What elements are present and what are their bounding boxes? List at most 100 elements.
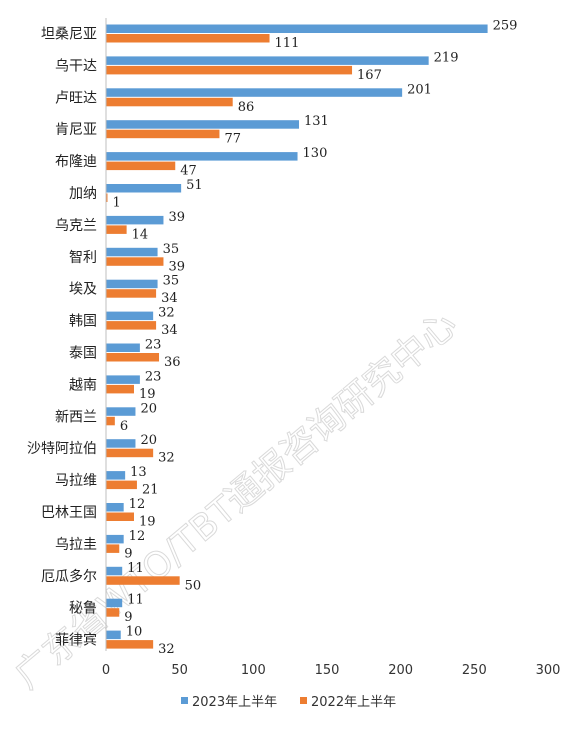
data-label-2023: 11 (127, 593, 144, 608)
bar-2023 (106, 375, 140, 384)
category-label: 秘鲁 (69, 601, 97, 617)
bar-2023 (106, 215, 164, 225)
data-label-2022: 39 (168, 259, 185, 274)
category-label: 菲律宾 (55, 633, 97, 649)
data-label-2023: 35 (163, 274, 180, 289)
data-label-2023: 12 (129, 529, 146, 544)
data-label-2023: 20 (140, 433, 157, 448)
bar-2023 (106, 88, 403, 97)
data-label-2023: 219 (434, 50, 459, 65)
bar-2023 (106, 566, 123, 576)
data-label-2023: 32 (158, 306, 175, 321)
data-label-2022: 1 (112, 196, 120, 211)
data-label-2023: 39 (168, 210, 185, 225)
bar-2023 (106, 439, 136, 448)
data-label-2022: 19 (139, 387, 156, 402)
bar-2023 (106, 471, 126, 480)
data-label-2022: 34 (161, 323, 178, 338)
data-label-2023: 12 (129, 497, 146, 512)
bar-2023 (106, 120, 300, 129)
category-label: 布隆迪 (55, 154, 97, 170)
data-label-2022: 86 (238, 100, 255, 115)
bar-2022 (106, 448, 154, 458)
bar-2022 (106, 161, 176, 171)
x-tick-label: 200 (388, 663, 413, 678)
bar-2023 (106, 598, 123, 608)
bar-2023 (106, 503, 124, 512)
data-label-2022: 47 (180, 164, 197, 179)
data-label-2023: 35 (163, 242, 180, 257)
data-label-2022: 32 (158, 642, 175, 657)
data-label-2022: 167 (357, 68, 382, 83)
category-label: 坦桑尼亚 (41, 27, 97, 43)
bar-2022 (106, 289, 157, 298)
bar-2023 (106, 311, 154, 321)
category-label: 乌干达 (55, 58, 97, 74)
category-label: 加纳 (69, 186, 97, 202)
data-label-2022: 14 (132, 227, 149, 242)
bar-2022 (106, 576, 180, 585)
category-label: 厄瓜多尔 (41, 568, 97, 585)
bar-2022 (106, 416, 115, 426)
data-label-2023: 11 (127, 561, 144, 576)
x-tick-label: 250 (462, 663, 487, 678)
bar-2023 (106, 279, 158, 289)
category-label: 泰国 (69, 346, 97, 362)
data-label-2022: 34 (161, 291, 178, 306)
x-tick-label: 50 (171, 663, 188, 678)
data-label-2023: 259 (493, 19, 518, 34)
x-tick-label: 150 (315, 663, 340, 678)
x-tick-label: 100 (241, 663, 266, 678)
bar-2023 (106, 184, 182, 193)
data-label-2022: 77 (224, 132, 241, 147)
category-label: 卢旺达 (55, 90, 97, 106)
category-label: 智利 (69, 250, 97, 266)
category-label: 肯尼亚 (55, 122, 97, 138)
bar-2022 (106, 65, 353, 75)
bar-2022 (106, 512, 134, 521)
data-label-2023: 13 (130, 465, 147, 480)
category-label: 新西兰 (55, 409, 97, 425)
bar-2023 (106, 343, 140, 352)
bar-2022 (106, 544, 120, 553)
data-label-2022: 32 (158, 451, 175, 466)
legend-label-2022: 2022年上半年 (311, 695, 396, 710)
data-label-2023: 131 (304, 114, 329, 129)
data-label-2023: 201 (407, 82, 432, 97)
data-label-2022: 19 (139, 515, 156, 530)
data-label-2023: 23 (145, 338, 162, 353)
bar-2022 (106, 384, 134, 394)
data-label-2023: 130 (303, 146, 328, 161)
data-label-2023: 10 (126, 625, 143, 640)
x-tick-label: 0 (102, 663, 110, 678)
bar-2022 (106, 257, 164, 266)
legend-label-2023: 2023年上半年 (192, 695, 277, 710)
data-label-2022: 36 (164, 355, 181, 370)
bar-2022 (106, 321, 157, 330)
bar-2022 (106, 353, 160, 362)
x-tick-label: 300 (536, 663, 561, 678)
category-label: 沙特阿拉伯 (27, 441, 97, 457)
bar-2023 (106, 534, 124, 544)
data-label-2023: 23 (145, 369, 162, 384)
bar-2023 (106, 630, 121, 640)
category-label: 巴林王国 (41, 505, 97, 521)
data-label-2023: 20 (140, 401, 157, 416)
bar-2023 (106, 407, 136, 416)
bars-layer (106, 24, 488, 649)
x-axis: 0 50 100 150 200 250 300 (102, 18, 561, 678)
category-label: 马拉维 (55, 473, 97, 489)
category-label: 乌克兰 (55, 218, 97, 234)
bar-2023 (106, 56, 429, 65)
category-label: 埃及 (69, 282, 97, 298)
bar-2023 (106, 24, 488, 33)
category-label: 韩国 (69, 314, 97, 330)
bar-2022 (106, 97, 233, 107)
legend-swatch-2022 (300, 697, 307, 704)
data-label-2022: 9 (124, 546, 132, 561)
bar-2022 (106, 640, 154, 649)
bar-2022 (106, 193, 108, 202)
bar-2022 (106, 34, 270, 43)
